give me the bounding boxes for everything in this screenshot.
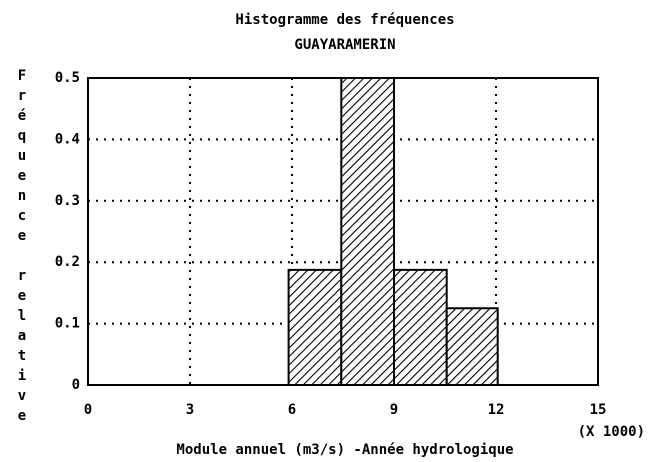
- x-tick-label: 6: [288, 402, 296, 418]
- chart-subtitle: GUAYARAMERIN: [294, 37, 395, 53]
- y-tick-label: 0.4: [55, 131, 80, 147]
- x-tick-label: 0: [84, 402, 92, 418]
- plot-frame: [87, 77, 599, 386]
- bar: [287, 268, 343, 386]
- bar: [445, 307, 499, 386]
- x-axis-label: Module annuel (m3/s) -Année hydrologique: [176, 442, 513, 458]
- x-tick-label: 12: [488, 402, 505, 418]
- x-multiplier: (X 1000): [578, 424, 645, 440]
- y-tick-label: 0.2: [55, 254, 80, 270]
- bar: [393, 268, 448, 386]
- bar: [340, 77, 395, 386]
- y-tick-label: 0.1: [55, 316, 80, 332]
- chart-title: Histogramme des fréquences: [235, 12, 454, 28]
- y-tick-label: 0: [72, 377, 80, 393]
- y-axis-label: Fréquence relative: [14, 68, 30, 428]
- x-tick-label: 9: [390, 402, 398, 418]
- y-tick-label: 0.5: [55, 70, 80, 86]
- y-tick-label: 0.3: [55, 193, 80, 209]
- x-tick-label: 3: [186, 402, 194, 418]
- x-tick-label: 15: [590, 402, 607, 418]
